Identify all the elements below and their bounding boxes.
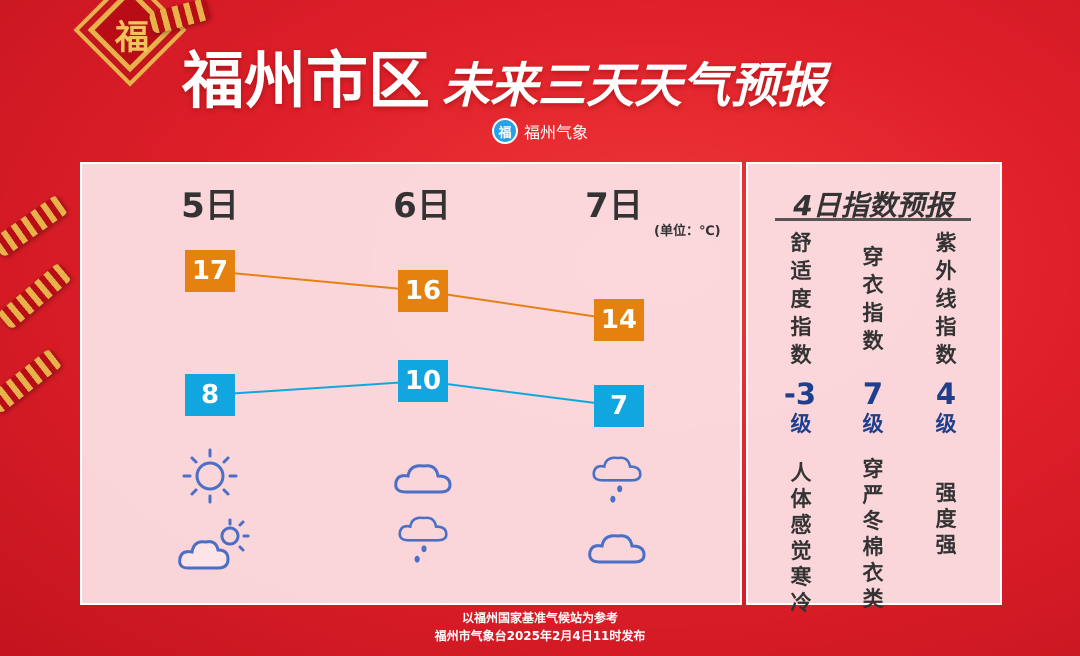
index-level: 级 xyxy=(790,412,812,436)
index-panel xyxy=(746,162,1002,605)
day-label: 6日 xyxy=(393,186,451,226)
page-title: 福州市区 未来三天天气预报 xyxy=(182,30,942,117)
low-temp-line xyxy=(422,380,620,407)
brand-name: 福州气象 xyxy=(524,123,589,142)
cloudy-icon xyxy=(394,464,452,494)
light-rain-icon xyxy=(398,516,448,563)
title-divider xyxy=(775,218,971,221)
brand-logo-icon: 福 xyxy=(492,118,518,144)
light-rain-icon xyxy=(592,456,642,503)
index-name: 穿衣指数 xyxy=(862,245,884,353)
high-temp-line xyxy=(209,270,424,292)
index-value: 7 xyxy=(862,377,884,411)
index-name: 舒适度指数 xyxy=(790,231,812,367)
index-level: 级 xyxy=(935,412,957,436)
unit-label: (单位：℃) xyxy=(654,224,721,239)
cloudy-icon xyxy=(588,534,646,564)
low-temp-box: 10 xyxy=(398,360,448,402)
high-temp-box: 17 xyxy=(185,250,235,292)
low-temp-box: 8 xyxy=(185,374,235,416)
index-value: 4 xyxy=(935,377,957,411)
footer-publish-info: 福州市气象台2025年2月4日11时发布 xyxy=(434,629,646,643)
brand: 福 福州气象 xyxy=(492,117,588,145)
day-label: 5日 xyxy=(181,186,239,226)
title-city: 福州市区 xyxy=(182,44,431,117)
index-desc: 穿严冬棉衣类 xyxy=(862,457,884,611)
day-label: 7日 xyxy=(585,186,643,226)
index-panel-title: 4日指数预报 xyxy=(793,189,953,222)
footer: 以福州国家基准气候站为参考 福州市气象台2025年2月4日11时发布 xyxy=(340,609,740,645)
index-value: -3 xyxy=(783,377,817,411)
index-level: 级 xyxy=(862,412,884,436)
high-temp-box: 14 xyxy=(594,299,644,341)
high-temp-box: 16 xyxy=(398,270,448,312)
index-name: 紫外线指数 xyxy=(935,231,957,367)
high-temp-line xyxy=(422,290,620,321)
index-desc: 强度强 xyxy=(935,481,957,557)
index-desc: 人体感觉寒冷 xyxy=(790,461,812,615)
low-temp-box: 7 xyxy=(594,385,644,427)
low-temp-line xyxy=(209,380,424,396)
cloudy-sun-icon xyxy=(178,518,250,570)
title-subtitle: 未来三天天气预报 xyxy=(442,58,827,114)
sunny-icon xyxy=(182,448,238,504)
footer-reference: 以福州国家基准气候站为参考 xyxy=(461,611,618,625)
